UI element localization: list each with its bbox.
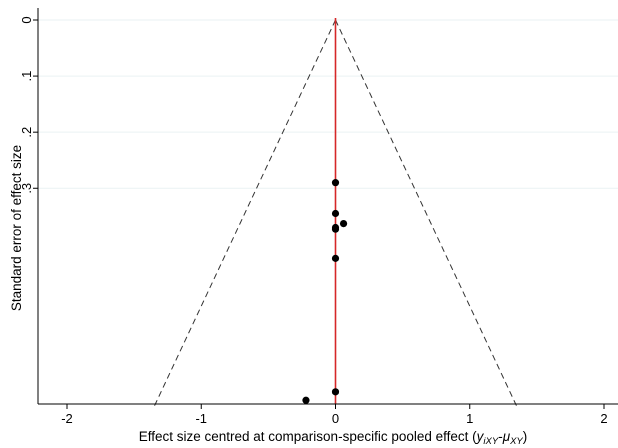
- x-tick-label-4: 2: [600, 411, 607, 426]
- x-tick-label-0: -2: [61, 411, 73, 426]
- y-tick-label-1: .1: [19, 71, 34, 82]
- y-tick-label-2: .2: [19, 127, 34, 138]
- gridlines: [38, 19, 618, 189]
- x-axis-title-sub2: XY: [509, 436, 523, 447]
- x-axis-title-sub1: iXY: [483, 436, 498, 447]
- x-axis-title-close: ): [523, 429, 528, 444]
- data-point-6: [331, 388, 340, 396]
- data-point-7: [302, 396, 310, 404]
- data-point-0: [331, 179, 340, 187]
- x-tick-label-3: 1: [466, 411, 473, 426]
- y-axis-title: Standard error of effect size: [9, 145, 24, 311]
- x-axis-title-var1: y: [476, 429, 485, 444]
- x-axis-title: Effect size centred at comparison-specif…: [139, 429, 528, 447]
- data-point-5: [331, 254, 340, 262]
- x-tick-label-1: -1: [195, 411, 207, 426]
- y-tick-label-0: 0: [19, 16, 34, 23]
- x-axis-title-main: Effect size centred at comparison-specif…: [139, 429, 477, 444]
- x-axis: -2 -1 0 1 2: [38, 403, 618, 426]
- funnel-lines: [153, 19, 518, 408]
- y-tick-label-3: .3: [19, 183, 34, 194]
- data-point-4: [331, 225, 340, 233]
- x-axis-title-var2: μ: [502, 429, 511, 444]
- data-points: [302, 179, 348, 404]
- funnel-right-line: [335, 19, 518, 408]
- data-point-3: [339, 219, 348, 228]
- y-axis: 0 .1 .2 .3: [19, 8, 39, 404]
- data-point-1: [331, 209, 340, 218]
- x-axis-title-dash: -: [498, 429, 503, 444]
- x-tick-label-2: 0: [332, 411, 339, 426]
- funnel-left-line: [153, 19, 336, 408]
